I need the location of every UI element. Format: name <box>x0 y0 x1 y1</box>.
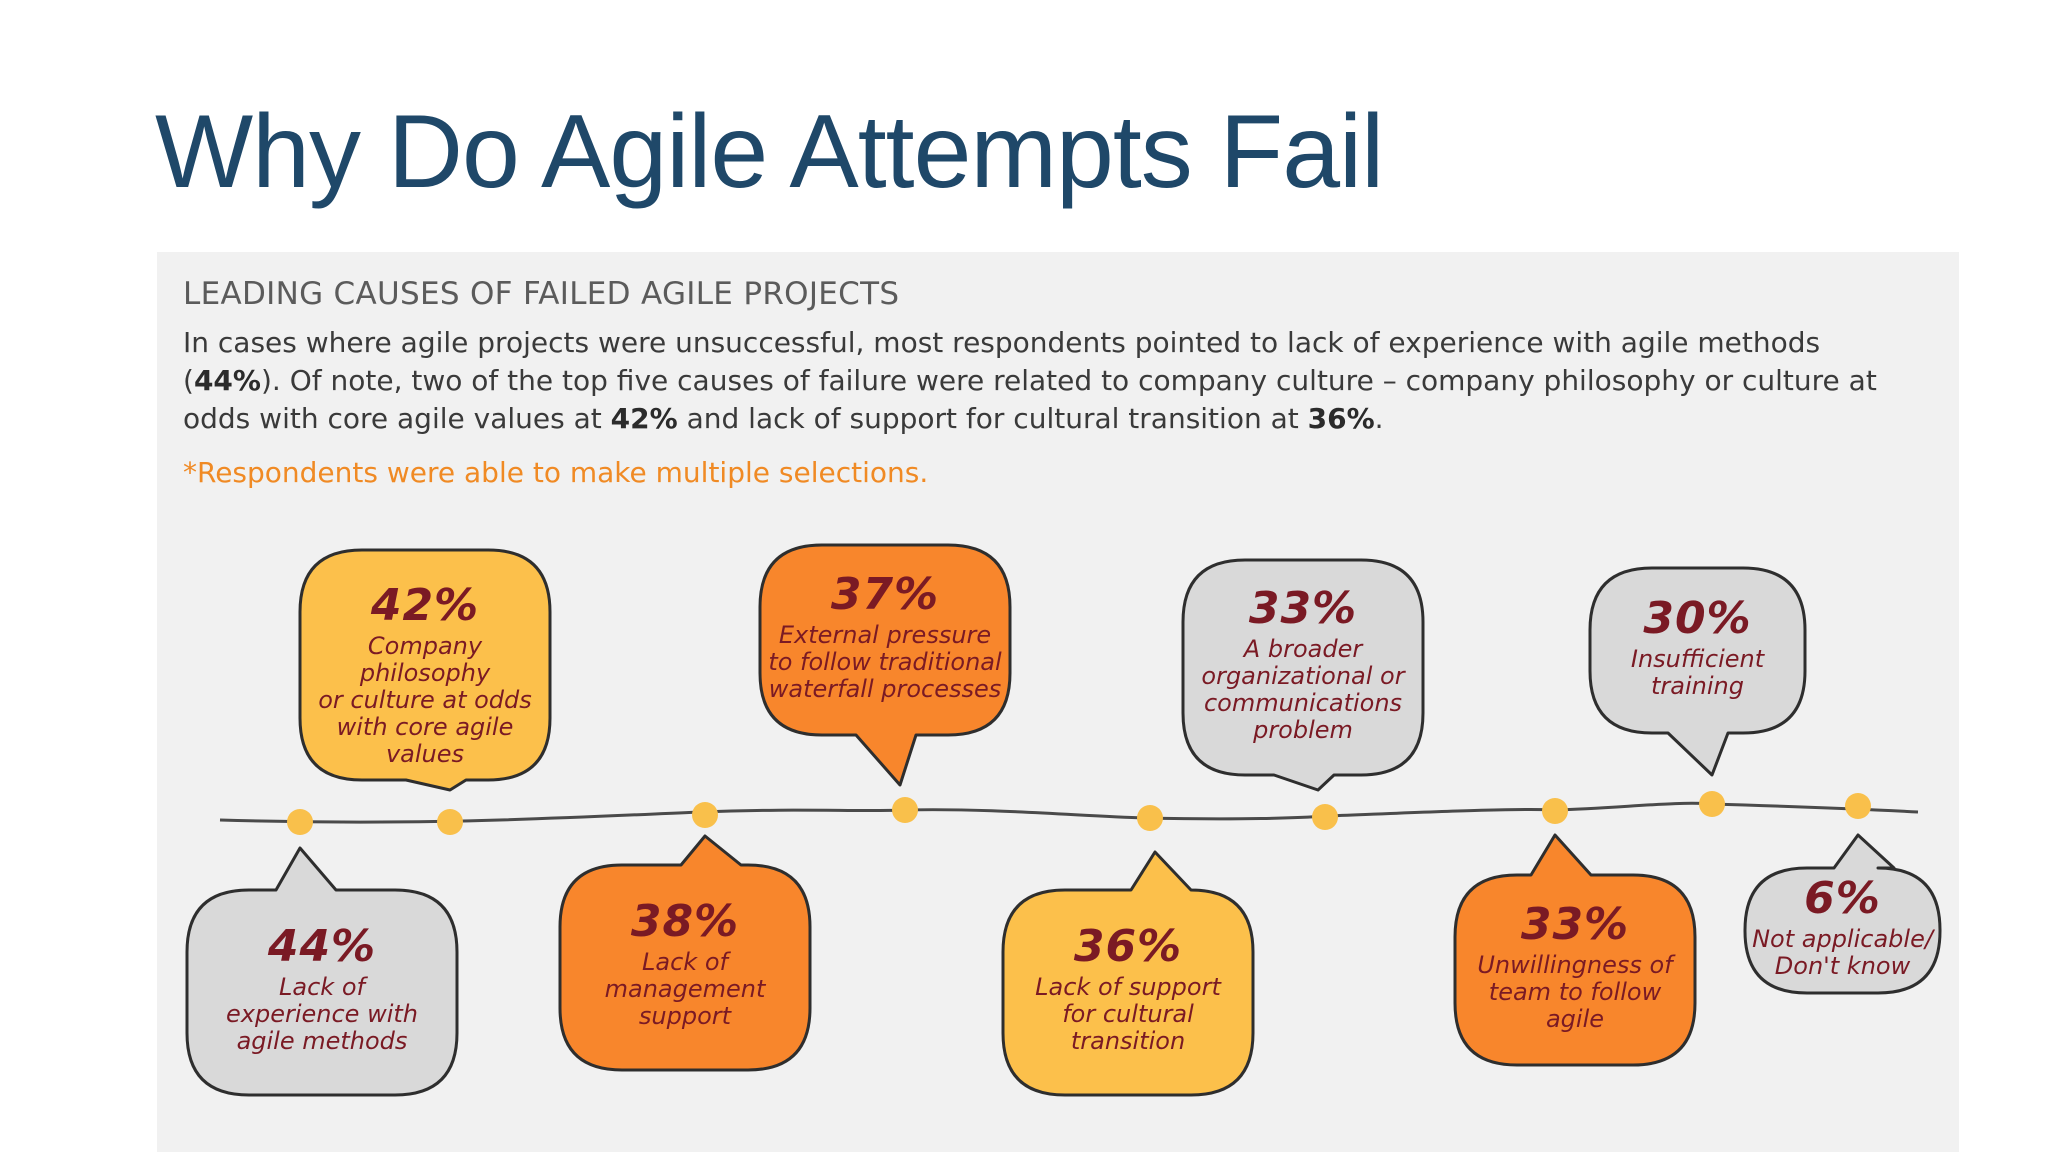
desc-bold-3: 36% <box>1307 402 1375 435</box>
cause-label-line: Don't know <box>1774 951 1911 980</box>
cause-label-line: management <box>604 975 766 1003</box>
timeline-dot <box>1137 805 1163 831</box>
cause-label-line: Lack of <box>279 973 365 1001</box>
desc-bold-2: 42% <box>610 402 678 435</box>
speech-bubble <box>298 548 552 792</box>
panel-note: *Respondents were able to make multiple … <box>183 456 929 489</box>
desc-bold-1: 44% <box>193 364 261 397</box>
cause-percent: 44% <box>267 921 377 972</box>
timeline-dot <box>1845 793 1871 819</box>
timeline-dot <box>692 802 718 828</box>
cause-bubble: 30% Insufficient training <box>1597 592 1798 700</box>
cause-label-line: External pressure <box>778 620 992 649</box>
cause-percent: 37% <box>830 568 940 620</box>
cause-label-line: A broader <box>1243 634 1363 663</box>
speech-bubble <box>558 834 812 1072</box>
cause-bubble: 38% Lack of management support <box>567 897 803 1030</box>
cause-label-line: waterfall processes <box>768 674 1002 703</box>
cause-label-line: agile <box>1545 1004 1605 1033</box>
cause-label-line: support <box>638 1002 732 1030</box>
cause-label-line: for cultural <box>1062 1000 1194 1028</box>
cause-percent: 33% <box>1248 582 1358 634</box>
cause-percent: 42% <box>370 580 480 631</box>
speech-bubble <box>1743 833 1942 995</box>
bubble-shapes <box>185 543 1942 1097</box>
cause-label-line: agile methods <box>236 1027 408 1055</box>
cause-label-line: problem <box>1253 715 1353 744</box>
cause-label-line: values <box>385 740 465 768</box>
desc-part-2: ). Of note, two of the top five causes o… <box>183 364 1877 435</box>
cause-label-line: Insufficient <box>1630 644 1765 673</box>
cause-label-line: team to follow <box>1488 977 1662 1006</box>
cause-label-line: Lack of <box>642 948 728 976</box>
timeline-dot <box>1312 804 1338 830</box>
cause-percent: 36% <box>1073 921 1183 972</box>
cause-bubble: 6% Not applicable/Don't know <box>1752 872 1933 980</box>
cause-percent: 30% <box>1643 592 1752 644</box>
cause-label-line: Unwillingness of <box>1477 950 1673 979</box>
timeline-dot <box>1699 791 1725 817</box>
cause-bubble: 37% External pressure to follow traditiona… <box>767 568 1003 703</box>
desc-part-1: In cases where agile projects were unsuc… <box>183 326 1821 397</box>
cause-label-line: Lack of support <box>1035 973 1221 1001</box>
speech-bubble <box>185 846 459 1097</box>
cause-bubble: 33% Unwillingness of team to follow agile <box>1462 898 1688 1033</box>
cause-label-line: Company philosophy <box>359 632 491 687</box>
desc-part-4: . <box>1374 402 1384 435</box>
cause-percent: 6% <box>1804 872 1881 924</box>
timeline-dot <box>287 809 313 835</box>
cause-percent: 33% <box>1520 898 1630 950</box>
cause-label-line: communications <box>1203 688 1403 717</box>
timeline-dots <box>287 791 1871 835</box>
slide-title: Why Do Agile Attempts Fail <box>155 94 1384 210</box>
panel-description: In cases where agile projects were unsuc… <box>183 324 1923 438</box>
speech-bubble <box>1453 833 1697 1067</box>
timeline-line <box>219 801 1919 824</box>
cause-bubble: 36% Lack of support for cultural transition <box>1010 922 1246 1055</box>
cause-label-line: experience with <box>226 1000 418 1028</box>
cause-bubble: 44% Lack of experience with agile methods <box>194 922 450 1055</box>
cause-label-line: organizational or <box>1201 661 1405 690</box>
cause-percent: 38% <box>630 896 740 947</box>
cause-bubble: 33% A broader organizational or communicati… <box>1190 582 1416 744</box>
timeline-dot <box>437 809 463 835</box>
cause-label-line: or culture at odds <box>318 686 532 714</box>
panel-heading: LEADING CAUSES OF FAILED AGILE PROJECTS <box>183 276 900 312</box>
speech-bubble <box>1181 558 1425 792</box>
cause-bubble: 42% Company philosophy or culture at odds w… <box>307 581 543 768</box>
cause-label-line: with core agile <box>336 713 514 741</box>
cause-label-line: transition <box>1070 1027 1186 1055</box>
timeline-dot <box>892 797 918 823</box>
cause-label-line: to follow traditional <box>768 647 1002 676</box>
speech-bubble <box>758 543 1012 787</box>
timeline-dot <box>1542 798 1568 824</box>
cause-label-line: training <box>1651 671 1744 700</box>
desc-part-3: and lack of support for cultural transit… <box>677 402 1308 435</box>
cause-label-line: Not applicable/ <box>1752 924 1933 953</box>
speech-bubble <box>1588 566 1807 777</box>
speech-bubble <box>1001 850 1255 1097</box>
